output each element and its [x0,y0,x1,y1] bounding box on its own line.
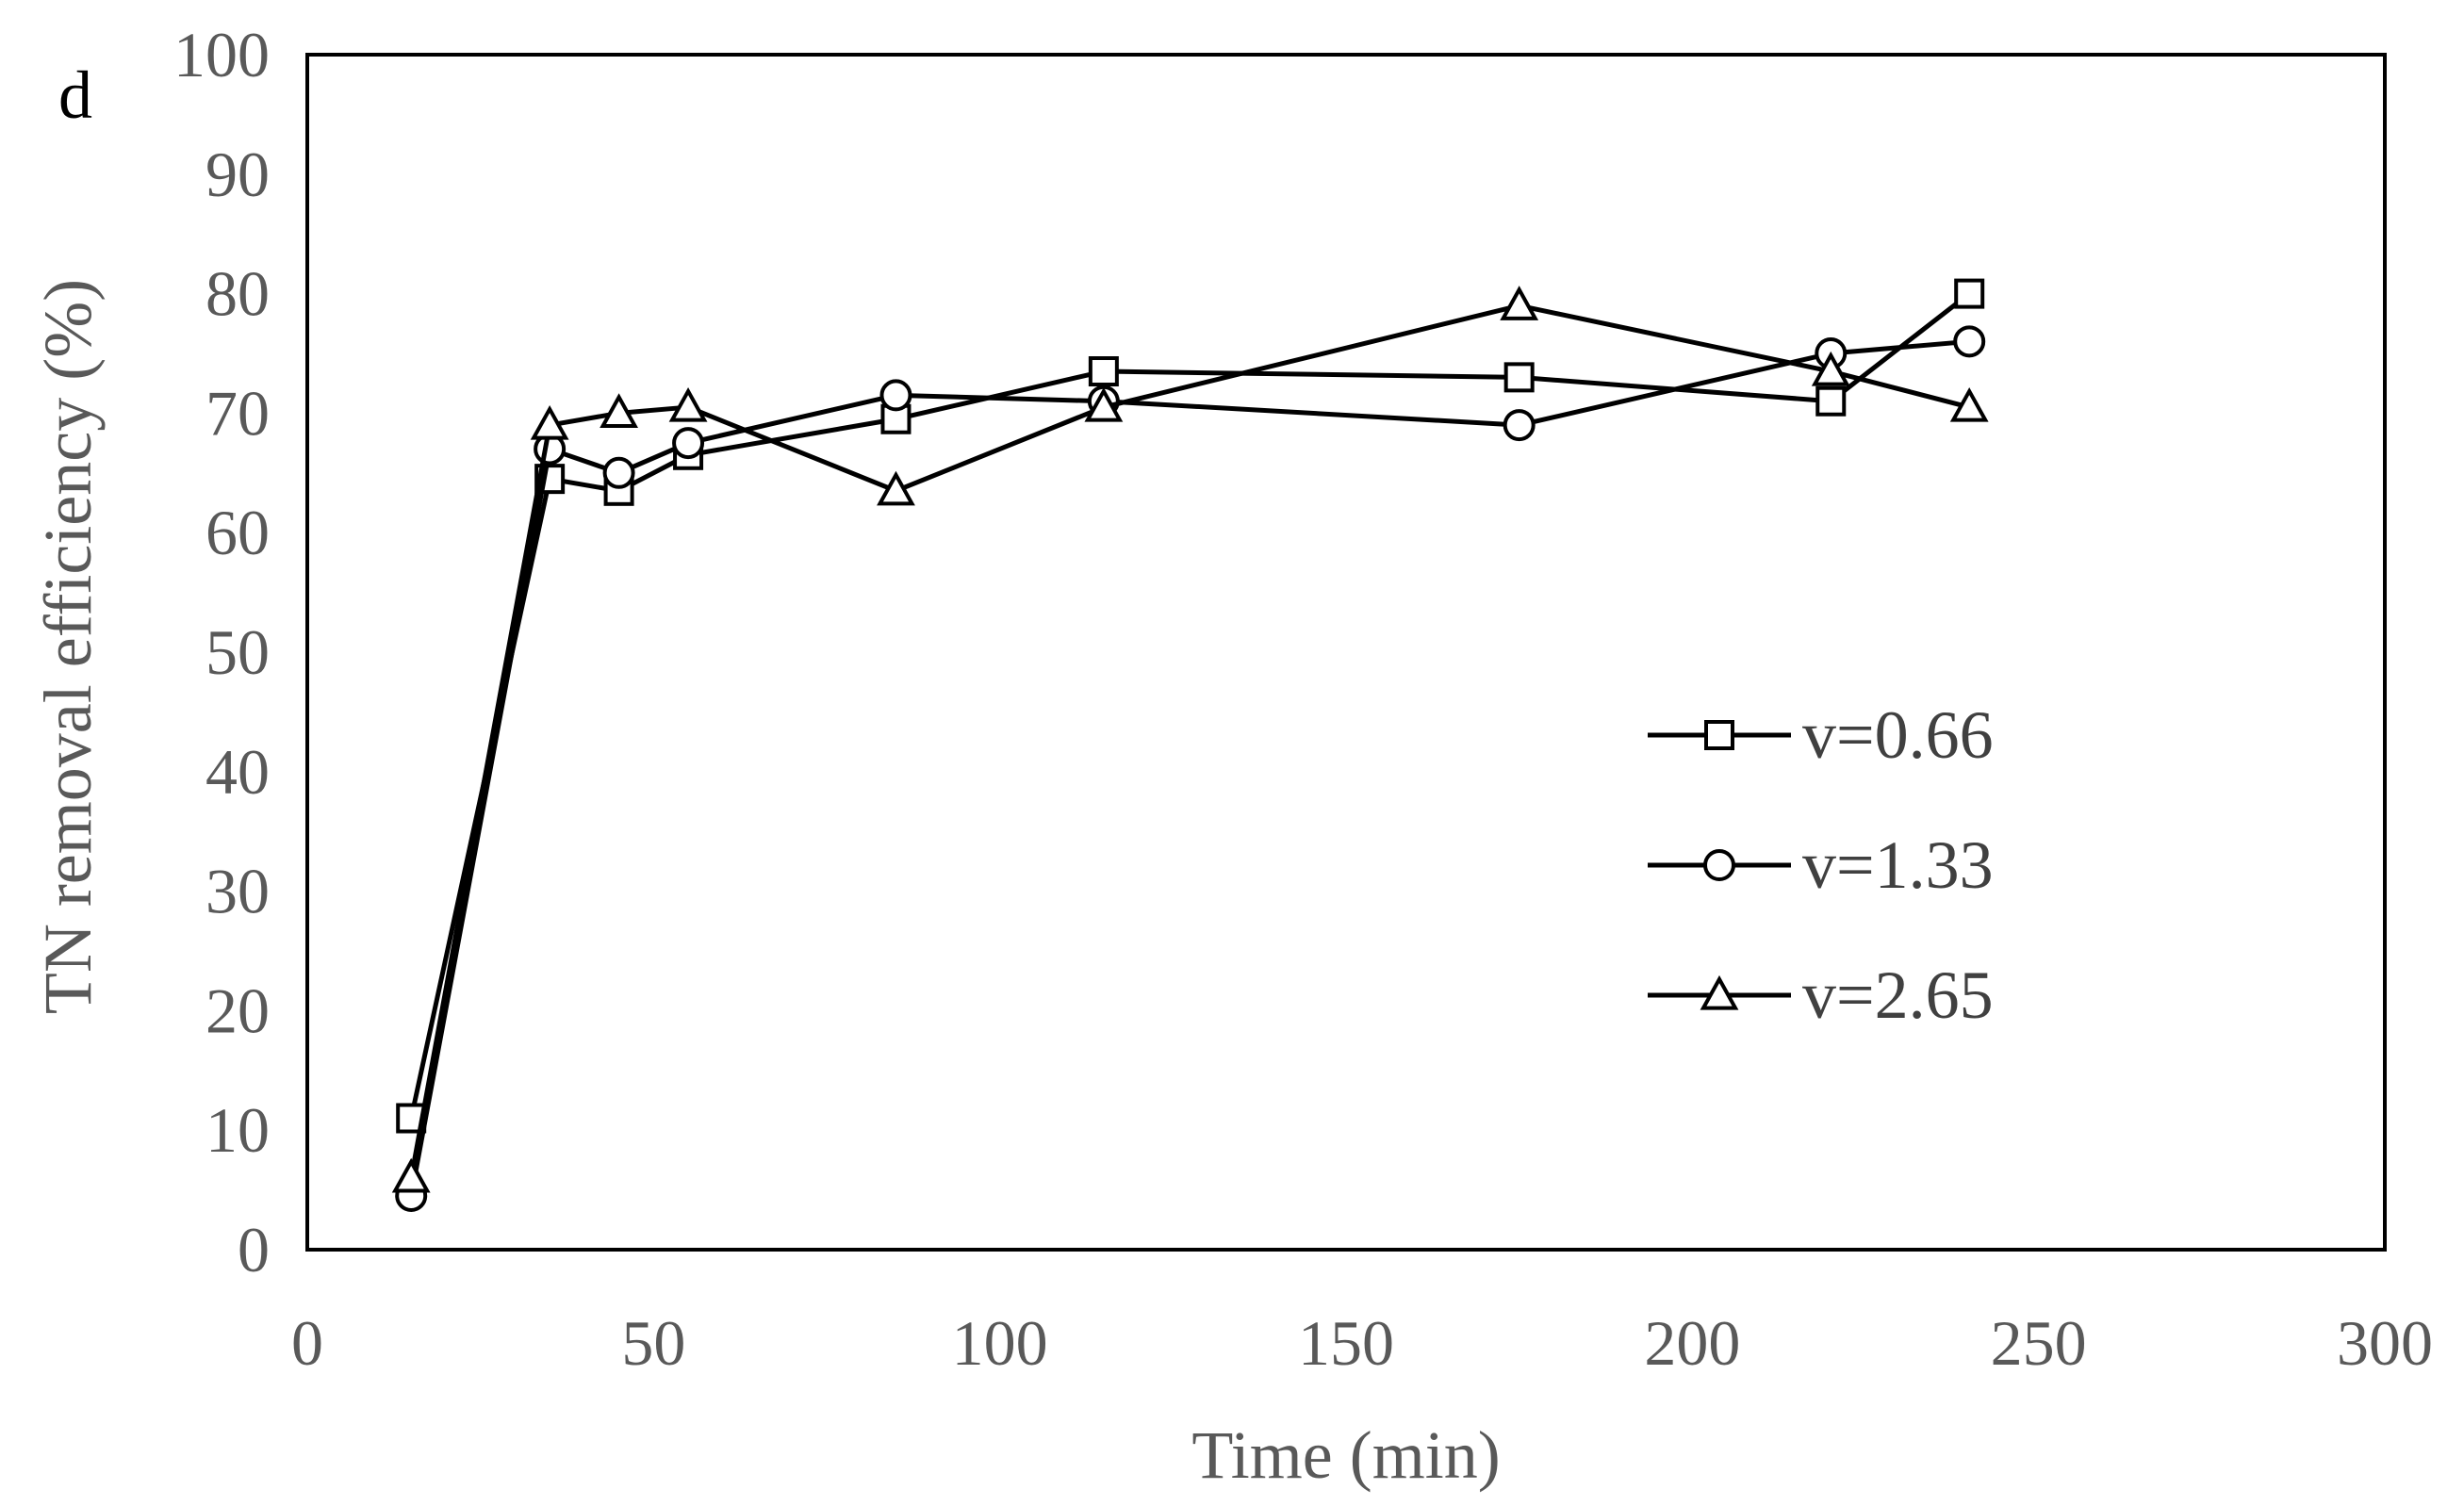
data-point [1949,386,1989,422]
x-tick-labels: 0 50 100 150 200 250 300 [291,1307,2433,1379]
y-tick-label: 70 [205,377,270,449]
data-point [1953,325,1986,358]
data-point [879,379,912,412]
x-tick-label: 50 [621,1307,685,1379]
data-point [1811,351,1850,386]
data-point [1503,362,1535,393]
data-point [1088,356,1119,387]
y-tick-label: 60 [205,497,270,568]
legend-label: v=1.33 [1802,827,1994,903]
series-square [396,278,1985,1134]
data-point [1954,278,1985,309]
y-tick-label: 0 [238,1214,270,1285]
legend-label: v=0.66 [1802,697,1994,773]
legend-item: v=1.33 [1648,827,1994,903]
y-axis-title: TN removal efficiency (%) [30,279,106,1014]
y-tick-label: 10 [205,1094,270,1166]
legend-marker [1700,974,1739,1010]
data-point [600,393,638,428]
y-tick-label: 90 [205,139,270,210]
x-tick-label: 250 [1991,1307,2087,1379]
series-layer [391,278,1989,1212]
data-point [530,404,569,440]
y-tick-label: 20 [205,974,270,1046]
series-circle [395,325,1986,1212]
y-tick-labels: 0 10 20 30 40 50 60 70 80 90 100 [173,19,270,1285]
data-point [391,1157,431,1193]
x-tick-label: 300 [2337,1307,2433,1379]
series-triangle [391,286,1989,1193]
legend-label: v=2.65 [1802,958,1994,1033]
x-tick-label: 150 [1298,1307,1394,1379]
y-tick-label: 40 [205,736,270,808]
data-point [672,427,705,460]
plot-area-border [305,53,2387,1252]
x-axis-title: Time (min) [1191,1417,1500,1493]
data-point [1084,386,1124,422]
y-tick-label: 50 [205,616,270,688]
legend-item: v=0.66 [1648,697,1994,773]
legend-item: v=2.65 [1648,958,1994,1033]
data-point [1503,409,1536,442]
plot-frame [305,53,2387,1252]
y-tick-label: 80 [205,258,270,330]
x-tick-label: 200 [1644,1307,1740,1379]
y-tick-label: 30 [205,856,270,927]
y-tick-label: 100 [173,19,270,90]
data-point [1815,385,1847,417]
legend-marker [1704,720,1734,750]
data-point [602,456,635,489]
legend: v=0.66 v=1.33 v=2.65 [1648,697,1994,1033]
data-point [877,470,915,506]
data-point [1500,286,1539,320]
x-tick-label: 0 [291,1307,323,1379]
panel-label: d [58,57,92,133]
legend-marker [1703,849,1735,881]
x-tick-label: 100 [952,1307,1048,1379]
data-point [668,386,708,422]
